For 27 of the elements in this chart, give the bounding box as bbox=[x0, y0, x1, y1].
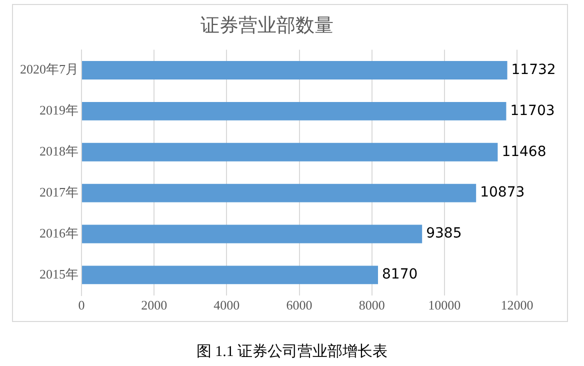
y-tick-label: 2019年 bbox=[40, 102, 78, 118]
bar bbox=[82, 61, 508, 80]
data-label: 11703 bbox=[510, 102, 555, 119]
bar bbox=[82, 142, 498, 162]
y-tick-label: 2017年 bbox=[40, 184, 78, 200]
x-tick-label: 10000 bbox=[428, 298, 461, 313]
x-tick-label: 8000 bbox=[358, 298, 385, 313]
bar bbox=[82, 102, 506, 120]
x-tick-label: 0 bbox=[78, 298, 85, 313]
y-tick-label: 2020年7月 bbox=[20, 62, 78, 77]
x-tick-label: 4000 bbox=[214, 298, 240, 313]
data-label: 11732 bbox=[511, 62, 556, 78]
bar bbox=[82, 266, 378, 284]
x-tick-label: 12000 bbox=[500, 298, 534, 313]
caption: 图 1.1 证券公司营业部增长表 bbox=[195, 342, 389, 361]
chart-title: 证券营业部数量 bbox=[200, 14, 334, 36]
y-tick-label: 2015年 bbox=[40, 266, 78, 282]
y-tick-label: 2016年 bbox=[40, 225, 78, 240]
bar bbox=[82, 224, 422, 244]
data-label: 8170 bbox=[382, 266, 418, 283]
y-tick-label: 2018年 bbox=[40, 144, 78, 159]
x-tick-label: 6000 bbox=[286, 298, 312, 313]
data-label: 10873 bbox=[480, 184, 525, 201]
x-tick-label: 2000 bbox=[141, 298, 168, 313]
data-label: 11468 bbox=[502, 144, 546, 160]
bar bbox=[82, 184, 476, 202]
data-label: 9385 bbox=[426, 226, 462, 242]
